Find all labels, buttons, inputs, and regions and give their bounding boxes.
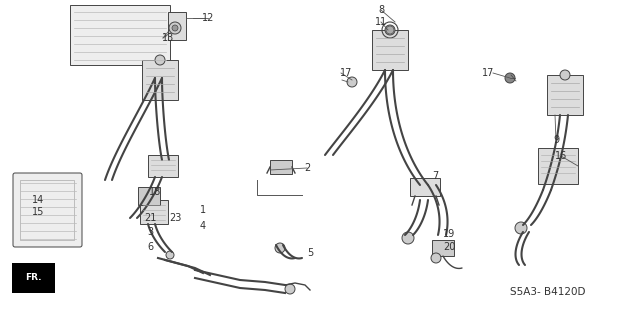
- Circle shape: [347, 77, 357, 87]
- Bar: [142, 60, 178, 100]
- Circle shape: [505, 73, 515, 83]
- Bar: [138, 187, 160, 205]
- Circle shape: [402, 232, 414, 244]
- Text: 16: 16: [555, 151, 567, 161]
- Bar: [140, 200, 168, 224]
- Text: 1: 1: [200, 205, 206, 215]
- Text: 9: 9: [553, 135, 559, 145]
- Text: 18: 18: [149, 187, 161, 197]
- Circle shape: [155, 55, 165, 65]
- Bar: [432, 240, 454, 256]
- Text: 20: 20: [443, 242, 455, 252]
- Bar: [538, 148, 578, 184]
- Text: 5: 5: [307, 248, 313, 258]
- Text: 21: 21: [144, 213, 156, 223]
- Circle shape: [285, 284, 295, 294]
- Text: 14: 14: [32, 195, 44, 205]
- Bar: [148, 155, 178, 177]
- Circle shape: [386, 26, 394, 34]
- Text: 19: 19: [443, 229, 455, 239]
- Bar: [410, 178, 440, 196]
- Text: 13: 13: [162, 33, 174, 43]
- Bar: [168, 12, 186, 40]
- Bar: [20, 180, 74, 240]
- Text: S5A3- B4120D: S5A3- B4120D: [510, 287, 586, 297]
- Text: 2: 2: [304, 163, 310, 173]
- Text: 8: 8: [378, 5, 384, 15]
- Text: 3: 3: [147, 227, 153, 237]
- Text: 12: 12: [202, 13, 214, 23]
- Bar: [372, 30, 408, 70]
- Bar: [270, 160, 292, 174]
- Text: 7: 7: [432, 171, 438, 181]
- Circle shape: [431, 253, 441, 263]
- Circle shape: [166, 251, 174, 259]
- Bar: [70, 5, 170, 65]
- Text: 17: 17: [482, 68, 494, 78]
- FancyBboxPatch shape: [13, 173, 82, 247]
- Circle shape: [560, 70, 570, 80]
- Text: 23: 23: [169, 213, 181, 223]
- Text: 4: 4: [200, 221, 206, 231]
- Text: 15: 15: [32, 207, 44, 217]
- Circle shape: [275, 243, 285, 253]
- Circle shape: [172, 25, 178, 31]
- Text: FR.: FR.: [25, 273, 41, 283]
- Bar: [547, 75, 583, 115]
- Circle shape: [515, 222, 527, 234]
- Text: 11: 11: [375, 17, 387, 27]
- Polygon shape: [12, 263, 55, 293]
- Circle shape: [385, 25, 395, 35]
- Circle shape: [169, 22, 181, 34]
- Text: 17: 17: [340, 68, 352, 78]
- Text: 6: 6: [147, 242, 153, 252]
